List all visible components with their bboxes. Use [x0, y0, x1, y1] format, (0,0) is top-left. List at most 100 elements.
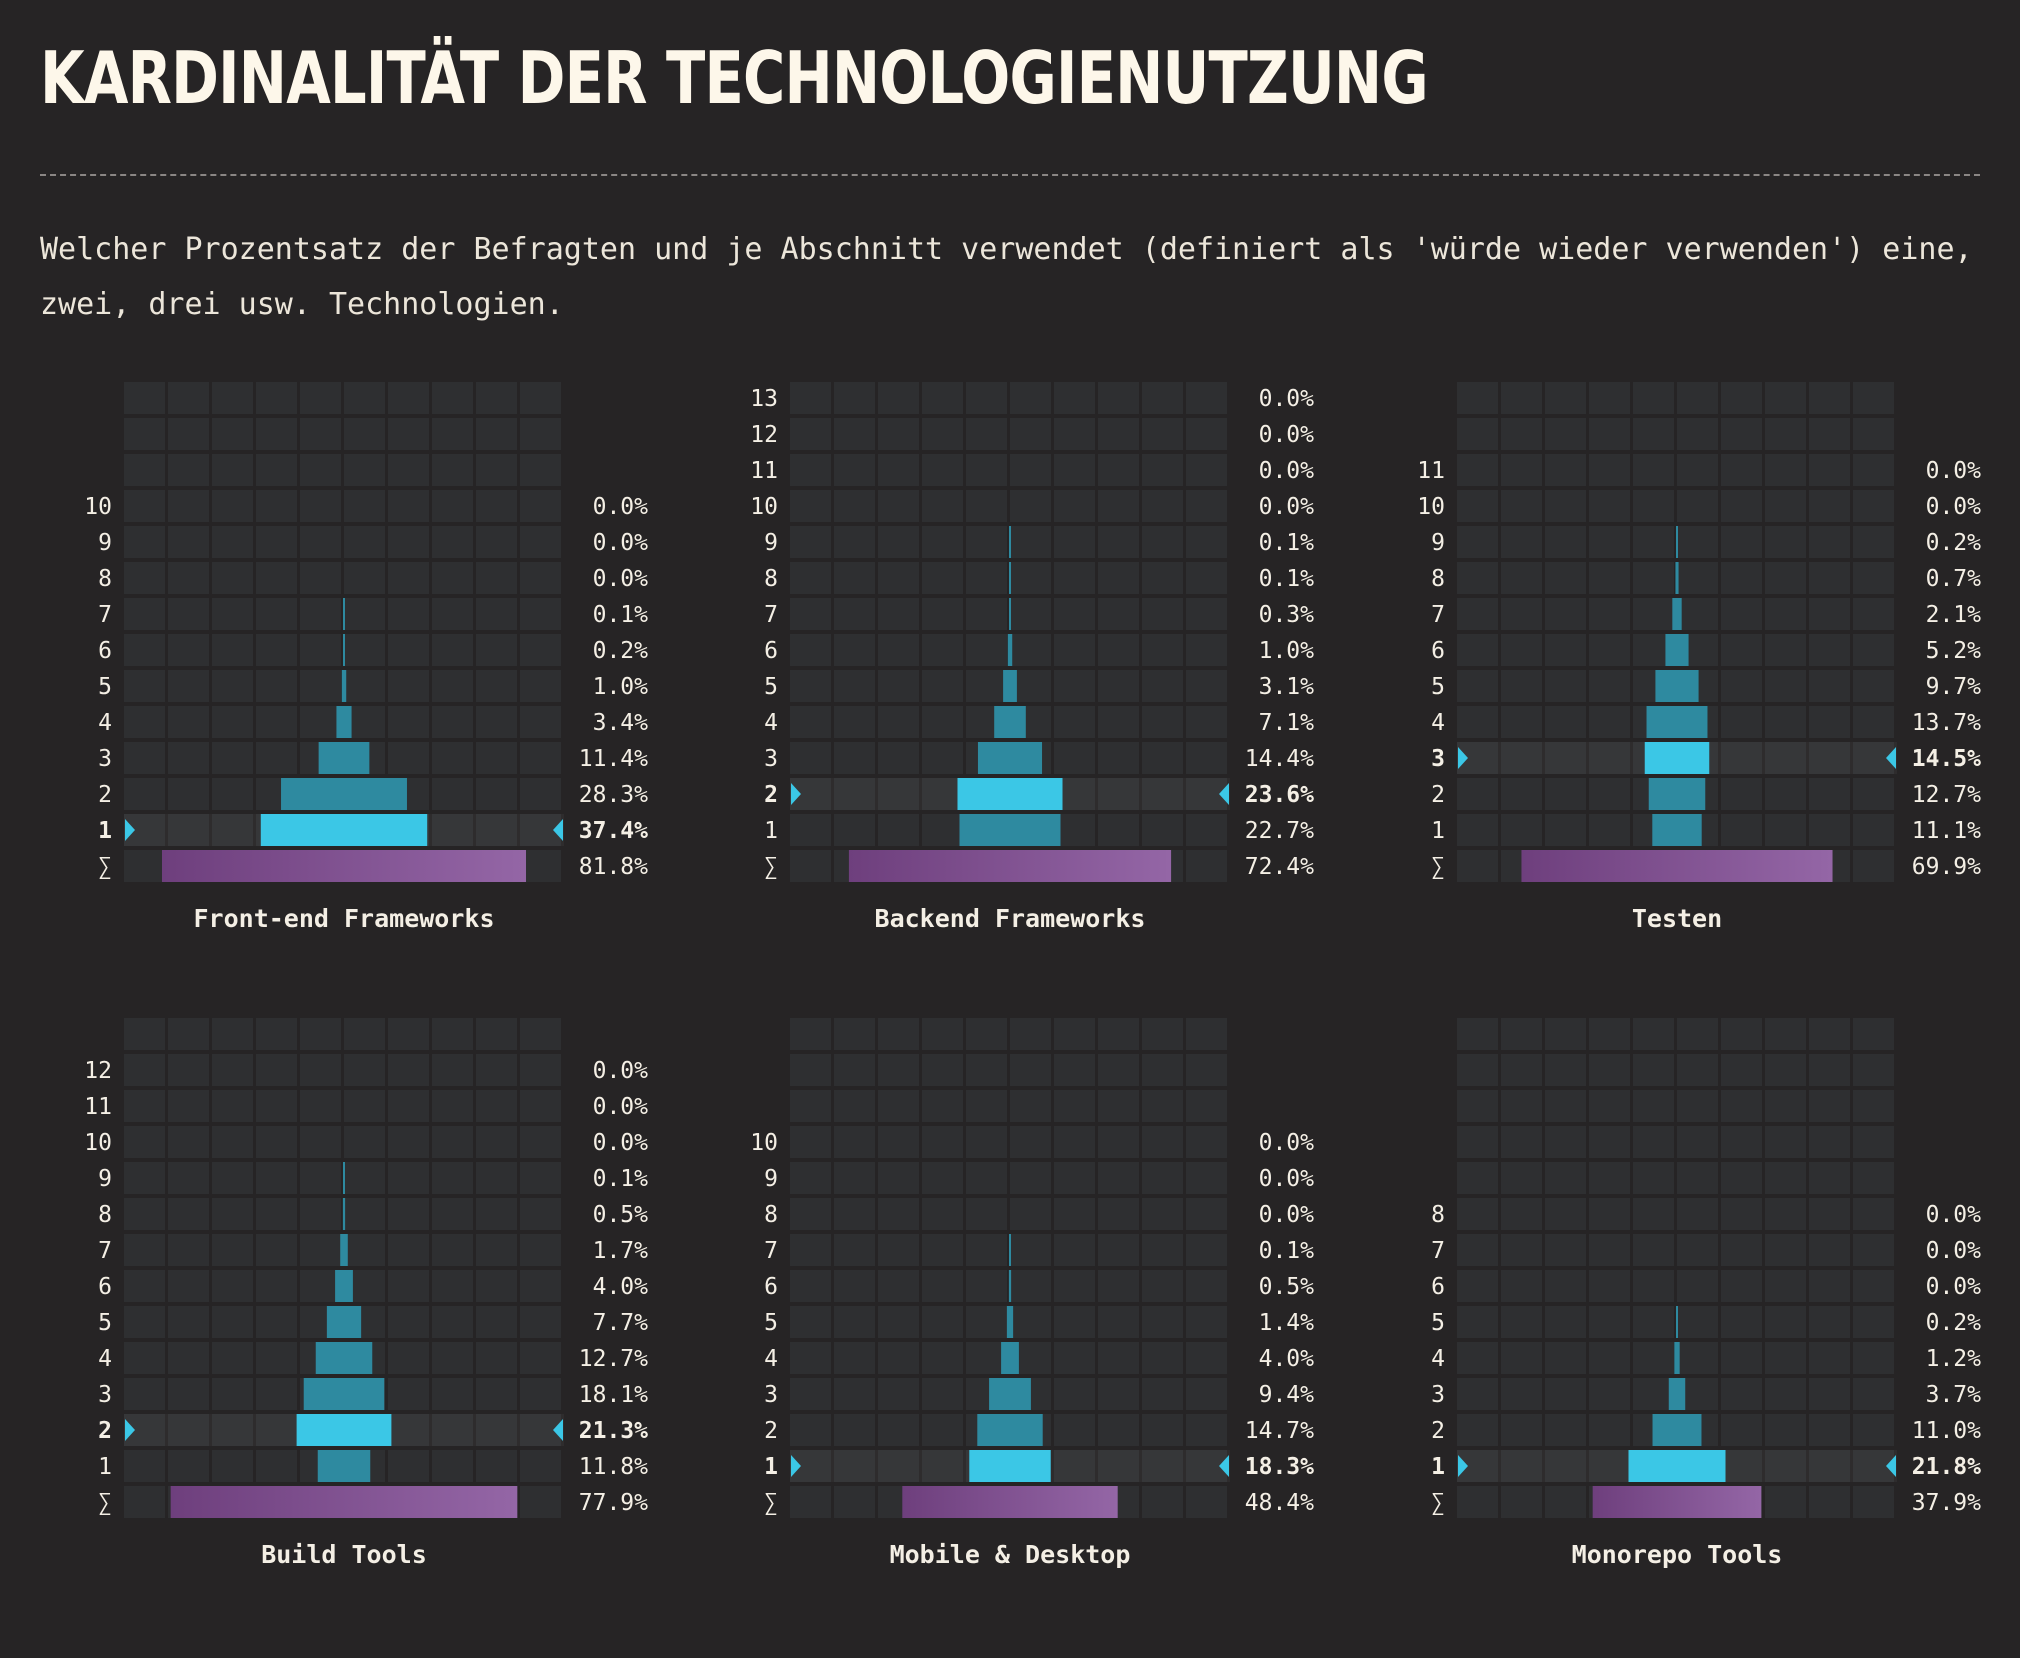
grid-cell: [1765, 1450, 1806, 1482]
grid-cell: [1186, 634, 1227, 666]
grid-cell: [1721, 706, 1762, 738]
value-label-4: 4.0%: [1259, 1346, 1315, 1372]
grid-cell: [1589, 1342, 1630, 1374]
grid-cell: [1765, 1234, 1806, 1266]
grid-cell: [1186, 1198, 1227, 1230]
grid-cell: [1142, 1090, 1183, 1122]
grid-cell: [1721, 670, 1762, 702]
bar-5: [1655, 670, 1699, 702]
grid-cell: [1765, 526, 1806, 558]
grid-cell: [1186, 742, 1227, 774]
grid-cell: [1457, 814, 1498, 846]
grid-cell: [1501, 562, 1542, 594]
value-label-4: 7.1%: [1259, 710, 1315, 736]
grid-cell: [1457, 598, 1498, 630]
grid-cell: [1098, 1162, 1139, 1194]
grid-cell: [1589, 1198, 1630, 1230]
grid-cell: [1186, 526, 1227, 558]
bar-1: [1628, 1450, 1726, 1482]
grid-cell: [1721, 598, 1762, 630]
grid-cell: [834, 598, 875, 630]
grid-cell: [1501, 1306, 1542, 1338]
grid-cell: [168, 1126, 209, 1158]
grid-cell: [1186, 814, 1227, 846]
grid-cell: [1633, 598, 1674, 630]
row-label-9: 9: [98, 530, 112, 556]
grid-cell: [1853, 814, 1894, 846]
value-label-11: 0.0%: [1259, 458, 1315, 484]
grid-cell: [168, 1162, 209, 1194]
grid-cell: [344, 1090, 385, 1122]
grid-cell: [1142, 1414, 1183, 1446]
grid-cell: [1853, 850, 1894, 882]
grid-cell: [1809, 526, 1850, 558]
grid-cell: [1142, 742, 1183, 774]
grid-cell: [1142, 1054, 1183, 1086]
bar-9: [1009, 526, 1011, 558]
marker-left-icon: [125, 819, 135, 841]
grid-cell: [1677, 562, 1718, 594]
value-label-8: 0.0%: [593, 566, 649, 592]
grid-cell: [922, 418, 963, 450]
bar-7: [340, 1234, 348, 1266]
grid-cell: [212, 778, 253, 810]
grid-cell: [212, 1378, 253, 1410]
grid-cell: [520, 1450, 561, 1482]
grid-cell: [1545, 778, 1586, 810]
grid-cell: [1010, 1306, 1051, 1338]
grid-cell: [520, 1018, 561, 1050]
grid-cell: [256, 1090, 297, 1122]
grid-cell: [1677, 1162, 1718, 1194]
grid-cell: [1721, 1054, 1762, 1086]
grid-cell: [212, 1054, 253, 1086]
grid-cell: [922, 1414, 963, 1446]
row-label-1: 1: [1431, 818, 1445, 844]
bar-9: [1676, 526, 1678, 558]
grid-cell: [476, 1090, 517, 1122]
bar-6: [1007, 634, 1013, 666]
grid-cell: [344, 598, 385, 630]
grid-cell: [520, 634, 561, 666]
grid-cell: [1765, 454, 1806, 486]
grid-cell: [212, 454, 253, 486]
value-label-5: 1.4%: [1259, 1310, 1315, 1336]
grid-cell: [1054, 670, 1095, 702]
grid-cell: [1098, 1198, 1139, 1230]
grid-cell: [1677, 1054, 1718, 1086]
grid-cell: [212, 1126, 253, 1158]
grid-cell: [476, 418, 517, 450]
row-label-10: 10: [750, 494, 778, 520]
grid-cell: [520, 778, 561, 810]
value-label-3: 3.7%: [1926, 1382, 1982, 1408]
grid-cell: [1633, 1306, 1674, 1338]
grid-cell: [124, 1450, 165, 1482]
grid-cell: [1186, 454, 1227, 486]
grid-cell: [1010, 634, 1051, 666]
value-label-4: 3.4%: [593, 710, 649, 736]
grid-cell: [878, 1270, 919, 1302]
grid-cell: [520, 526, 561, 558]
grid-cell: [1501, 1054, 1542, 1086]
grid-cell: [878, 382, 919, 414]
grid-cell: [300, 1234, 341, 1266]
value-label-8: 0.5%: [593, 1202, 649, 1228]
grid-cell: [1721, 562, 1762, 594]
grid-cell: [1142, 382, 1183, 414]
grid-cell: [1721, 778, 1762, 810]
grid-cell: [1853, 1054, 1894, 1086]
grid-cell: [124, 1234, 165, 1266]
bar-9: [343, 1162, 345, 1194]
grid-cell: [520, 850, 561, 882]
grid-cell: [1098, 418, 1139, 450]
grid-cell: [1633, 562, 1674, 594]
grid-cell: [1186, 382, 1227, 414]
row-label-1: 1: [764, 1454, 778, 1480]
grid-cell: [1853, 418, 1894, 450]
grid-cell: [124, 1126, 165, 1158]
grid-cell: [344, 670, 385, 702]
bar-3: [977, 742, 1043, 774]
value-label-9: 0.0%: [593, 530, 649, 556]
grid-cell: [790, 454, 831, 486]
grid-cell: [1186, 1306, 1227, 1338]
grid-cell: [1098, 634, 1139, 666]
